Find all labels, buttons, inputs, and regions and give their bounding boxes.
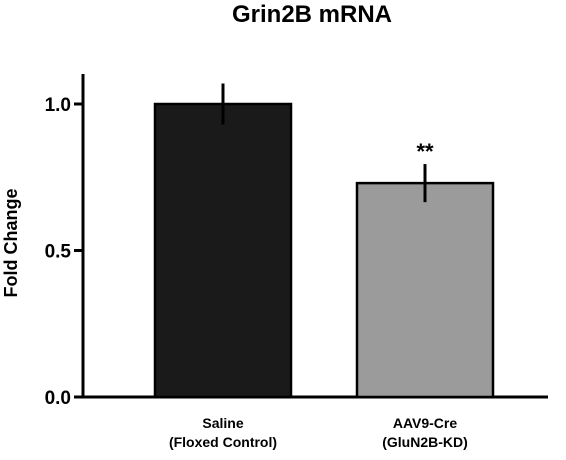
bar [355,181,495,399]
x-category-sublabel: (GluN2B-KD) [382,434,468,450]
error-bars [221,83,427,203]
x-category-label: Saline [202,415,243,431]
x-category-label: AAV9-Cre [393,415,458,431]
category-labels: Saline (Floxed Control) AAV9-Cre (GluN2B-KD… [169,415,468,450]
annotations: ** [416,139,434,164]
y-tick-label: 1.0 [45,95,71,116]
bars [153,102,495,399]
y-tick-label: 0.0 [45,388,71,409]
bar [153,102,293,399]
chart-title: Grin2B mRNA [232,1,392,28]
y-ticks: 0.0 0.5 1.0 [45,95,83,409]
y-axis-label: Fold Change [1,189,21,298]
significance-annotation: ** [416,139,434,164]
y-tick-label: 0.5 [45,242,72,263]
x-category-sublabel: (Floxed Control) [169,434,277,450]
